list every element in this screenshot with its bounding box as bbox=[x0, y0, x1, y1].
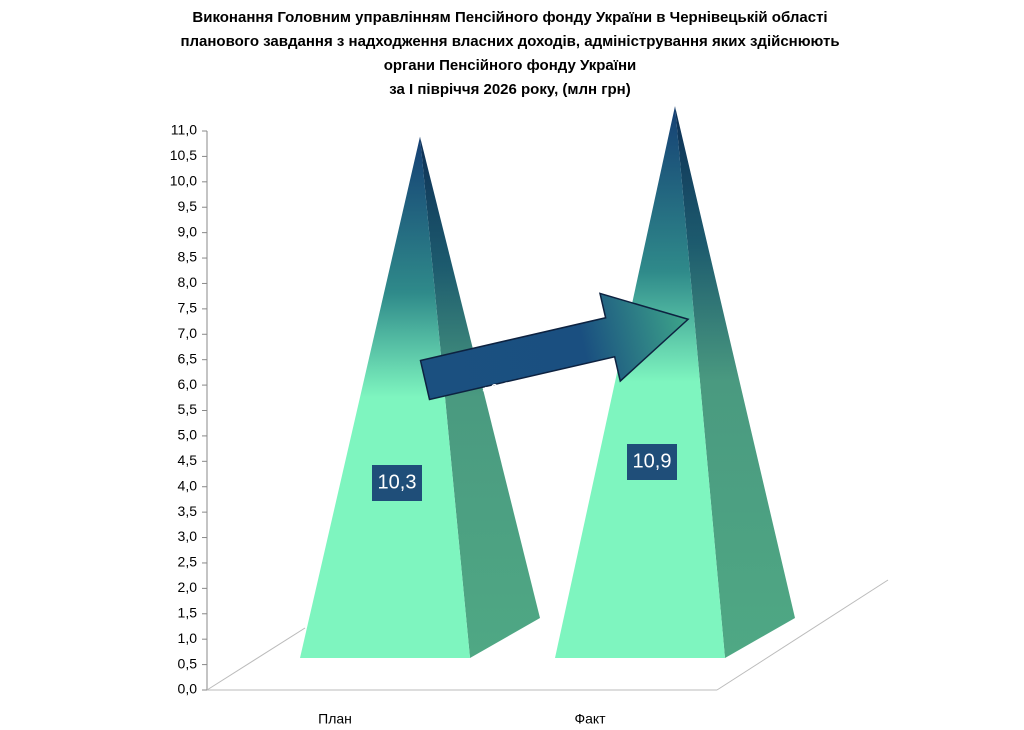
y-tick-label: 4,5 bbox=[178, 452, 198, 468]
pyramid-front bbox=[300, 136, 470, 658]
y-tick-label: 9,0 bbox=[178, 223, 198, 239]
y-tick-label: 0,5 bbox=[178, 655, 198, 671]
value-label: 10,3 bbox=[378, 471, 417, 493]
pyramid: 10,9 bbox=[555, 106, 795, 659]
y-tick-label: 3,5 bbox=[178, 503, 198, 519]
y-tick-label: 8,5 bbox=[178, 249, 198, 265]
y-tick-label: 10,5 bbox=[170, 147, 197, 163]
title-line: планового завдання з надходження власних… bbox=[180, 33, 839, 50]
y-tick-label: 5,0 bbox=[178, 427, 198, 443]
y-tick-label: 6,5 bbox=[178, 350, 198, 366]
pyramid-side bbox=[675, 106, 795, 659]
value-label-box bbox=[627, 444, 677, 480]
y-tick-label: 2,5 bbox=[178, 554, 198, 570]
x-tick-label: Факт bbox=[574, 711, 606, 727]
y-tick-label: 7,5 bbox=[178, 300, 198, 316]
y-tick-label: 3,0 bbox=[178, 528, 198, 544]
y-tick-label: 5,5 bbox=[178, 401, 198, 417]
title-line: органи Пенсійного фонду України bbox=[384, 57, 637, 74]
x-tick-label: План bbox=[318, 711, 352, 727]
y-tick-label: 4,0 bbox=[178, 477, 198, 493]
y-tick-label: 10,0 bbox=[170, 173, 197, 189]
value-label-box bbox=[372, 465, 422, 501]
y-tick-label: 1,5 bbox=[178, 604, 198, 620]
y-tick-label: 1,0 bbox=[178, 630, 198, 646]
y-tick-label: 9,5 bbox=[178, 198, 198, 214]
floor-edge bbox=[206, 627, 306, 691]
y-tick-label: 6,0 bbox=[178, 376, 198, 392]
floor-edge bbox=[716, 579, 889, 691]
y-tick-label: 0,0 bbox=[178, 681, 198, 697]
title-line: за І півріччя 2026 року, (млн грн) bbox=[389, 81, 630, 98]
pyramid: 10,3 bbox=[300, 136, 540, 658]
y-tick-label: 11,0 bbox=[171, 122, 197, 138]
y-tick-label: 8,0 bbox=[178, 274, 198, 290]
y-tick-label: 2,0 bbox=[178, 579, 198, 595]
title-line: Виконання Головним управлінням Пенсійног… bbox=[192, 9, 827, 26]
y-tick-label: 7,0 bbox=[178, 325, 198, 341]
chart-title: Виконання Головним управлінням Пенсійног… bbox=[180, 9, 839, 98]
value-label: 10,9 bbox=[633, 450, 672, 472]
pyramid-side bbox=[420, 136, 540, 658]
pyramid-front bbox=[555, 106, 725, 659]
